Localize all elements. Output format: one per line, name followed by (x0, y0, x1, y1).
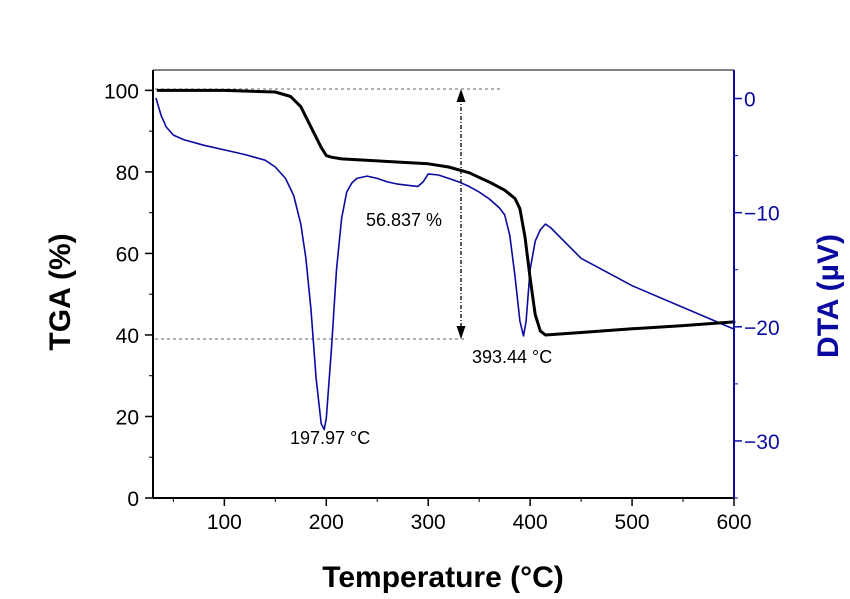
left-tick-label-60: 60 (116, 243, 139, 266)
left-tick-label-40: 40 (116, 325, 139, 348)
x-tick-label-400: 400 (513, 511, 548, 534)
right-tick-label--10: −10 (744, 203, 780, 226)
left-axis-title: TGA (%) (44, 233, 77, 350)
x-tick-label-100: 100 (207, 511, 242, 534)
left-tick-label-80: 80 (116, 162, 139, 185)
guide-lines (155, 88, 500, 340)
x-tick-label-600: 600 (716, 511, 751, 534)
x-tick-label-500: 500 (615, 511, 650, 534)
mass-loss-label: 56.837 % (366, 210, 442, 230)
left-tick-label-20: 20 (116, 406, 139, 429)
right-tick-label--20: −20 (744, 317, 780, 340)
x-axis-title: Temperature (°C) (322, 561, 563, 594)
right-axis-title: DTA (µV) (812, 234, 845, 358)
mass-loss-arrow (456, 89, 466, 339)
dta-curve (155, 97, 735, 431)
x-tick-label-200: 200 (309, 511, 344, 534)
peak-393-label: 393.44 °C (472, 347, 552, 367)
peak-197-label: 197.97 °C (290, 428, 370, 448)
right-tick-label--30: −30 (744, 431, 780, 454)
tga-curve (156, 88, 736, 337)
left-tick-label-0: 0 (127, 488, 139, 511)
x-tick-label-300: 300 (411, 511, 446, 534)
left-tick-label-100: 100 (104, 80, 139, 103)
right-tick-label-0: 0 (744, 89, 756, 112)
